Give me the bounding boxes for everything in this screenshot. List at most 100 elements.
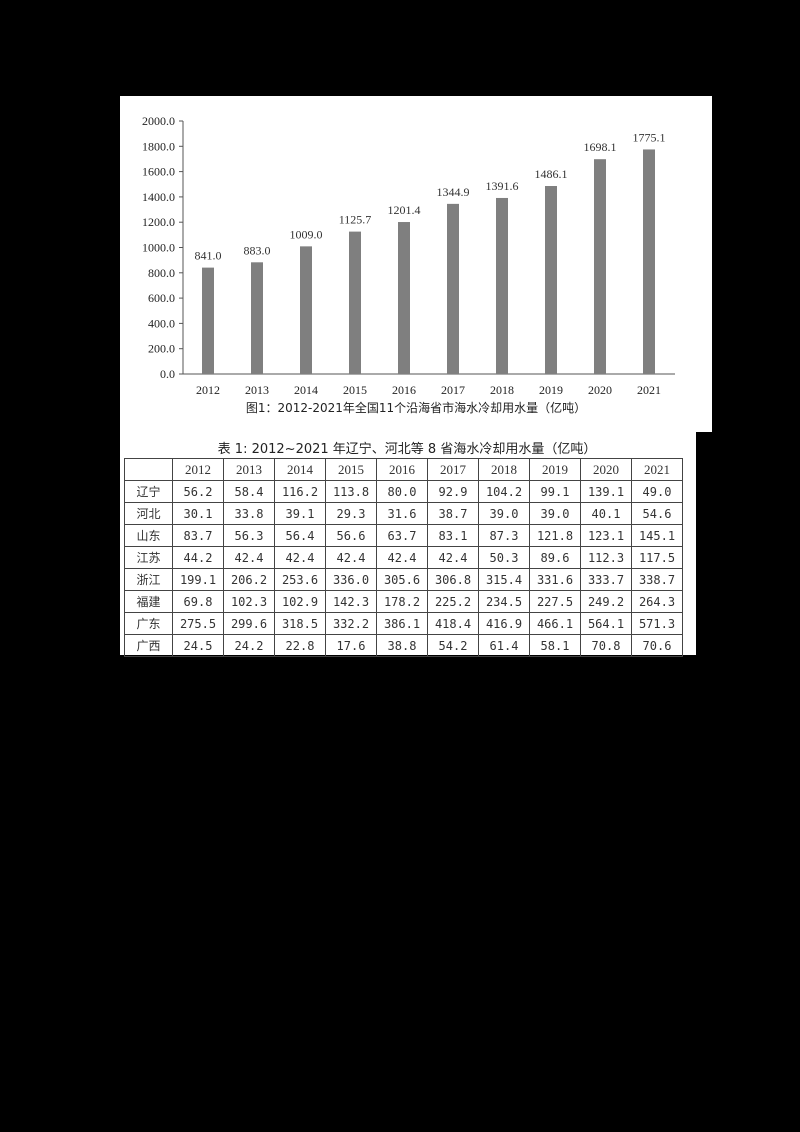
bar-2015 bbox=[349, 231, 361, 374]
bar-2018 bbox=[496, 197, 508, 374]
table-cell: 24.5 bbox=[172, 634, 224, 657]
table-row: 江苏 44.2 42.4 42.4 42.4 42.4 42.4 50.3 89.6 112.3 1… bbox=[124, 546, 683, 569]
table-cell: 70.6 bbox=[631, 634, 683, 657]
y-tick-label: 800.0 bbox=[148, 266, 175, 280]
x-tick-label: 2013 bbox=[245, 383, 269, 396]
table-panel: 表 1: 2012~2021 年辽宁、河北等 8 省海水冷却用水量（亿吨） 20… bbox=[120, 432, 696, 657]
table-row: 浙江 199.1 206.2 253.6 336.0 305.6 306.8 315.4 331… bbox=[124, 568, 683, 591]
table-cell: 39.0 bbox=[478, 502, 530, 525]
bar-2019 bbox=[545, 186, 557, 374]
table-cell: 80.0 bbox=[376, 480, 428, 503]
table-cell: 564.1 bbox=[580, 612, 632, 635]
table-cell: 123.1 bbox=[580, 524, 632, 547]
data-table: 2012 2013 2014 2015 2016 2017 2018 2019 2020 2021… bbox=[124, 458, 683, 657]
table-cell: 33.8 bbox=[223, 502, 275, 525]
row-label: 江苏 bbox=[124, 546, 173, 569]
table-row: 广西 24.5 24.2 22.8 17.6 38.8 54.2 61.4 58.1 70.8 70… bbox=[124, 634, 683, 657]
bar-value-label: 883.0 bbox=[244, 243, 271, 257]
table-cell: 29.3 bbox=[325, 502, 377, 525]
table-cell: 206.2 bbox=[223, 568, 275, 591]
table-cell: 315.4 bbox=[478, 568, 530, 591]
table-cell: 87.3 bbox=[478, 524, 530, 547]
column-header-2021: 2021 bbox=[631, 458, 683, 481]
bar-value-label: 841.0 bbox=[195, 249, 222, 263]
table-cell: 234.5 bbox=[478, 590, 530, 613]
column-header-2014: 2014 bbox=[274, 458, 326, 481]
table-cell: 338.7 bbox=[631, 568, 683, 591]
y-tick-label: 1600.0 bbox=[142, 165, 175, 179]
table-cell: 418.4 bbox=[427, 612, 479, 635]
table-cell: 249.2 bbox=[580, 590, 632, 613]
x-tick-label: 2018 bbox=[490, 383, 514, 396]
table-cell: 69.8 bbox=[172, 590, 224, 613]
row-label: 广东 bbox=[124, 612, 173, 635]
bar-chart: 0.0 200.0 400.0 600.0 800.0 1000.0 1200.0 1400.… bbox=[142, 114, 675, 396]
row-label: 广西 bbox=[124, 634, 173, 657]
table-cell: 49.0 bbox=[631, 480, 683, 503]
table-cell: 44.2 bbox=[172, 546, 224, 569]
table-cell: 112.3 bbox=[580, 546, 632, 569]
table-cell: 22.8 bbox=[274, 634, 326, 657]
table-cell: 113.8 bbox=[325, 480, 377, 503]
bar-2020 bbox=[594, 159, 606, 374]
table-corner-cell bbox=[124, 458, 173, 481]
table-cell: 31.6 bbox=[376, 502, 428, 525]
x-tick-label: 2020 bbox=[588, 383, 612, 396]
x-tick-label: 2012 bbox=[196, 383, 220, 396]
table-cell: 38.7 bbox=[427, 502, 479, 525]
bar-2016 bbox=[398, 222, 410, 374]
table-cell: 42.4 bbox=[274, 546, 326, 569]
table-cell: 54.2 bbox=[427, 634, 479, 657]
y-tick-label: 1000.0 bbox=[142, 241, 175, 255]
table-row: 河北 30.1 33.8 39.1 29.3 31.6 38.7 39.0 39.0 40.1 54… bbox=[124, 502, 683, 525]
table-cell: 70.8 bbox=[580, 634, 632, 657]
table-cell: 42.4 bbox=[325, 546, 377, 569]
y-tick-label: 1800.0 bbox=[142, 139, 175, 153]
row-label: 浙江 bbox=[124, 568, 173, 591]
bar-value-label: 1125.7 bbox=[339, 213, 372, 227]
table-cell: 466.1 bbox=[529, 612, 581, 635]
row-label: 福建 bbox=[124, 590, 173, 613]
table-row: 广东 275.5 299.6 318.5 332.2 386.1 418.4 416.9 466… bbox=[124, 612, 683, 635]
table-cell: 178.2 bbox=[376, 590, 428, 613]
table-cell: 89.6 bbox=[529, 546, 581, 569]
x-tick-label: 2019 bbox=[539, 383, 563, 396]
chart-caption: 图1：2012-2021年全国11个沿海省市海水冷却用水量（亿吨） bbox=[245, 401, 587, 415]
table-cell: 225.2 bbox=[427, 590, 479, 613]
table-cell: 102.3 bbox=[223, 590, 275, 613]
table-cell: 336.0 bbox=[325, 568, 377, 591]
table-cell: 264.3 bbox=[631, 590, 683, 613]
table-header-row: 2012 2013 2014 2015 2016 2017 2018 2019 2020 2021 bbox=[124, 458, 683, 481]
table-cell: 42.4 bbox=[427, 546, 479, 569]
bar-2021 bbox=[643, 149, 655, 374]
table-cell: 275.5 bbox=[172, 612, 224, 635]
bar-2012 bbox=[202, 267, 214, 374]
table-cell: 117.5 bbox=[631, 546, 683, 569]
table-title: 表 1: 2012~2021 年辽宁、河北等 8 省海水冷却用水量（亿吨） bbox=[217, 442, 597, 457]
column-header-2017: 2017 bbox=[427, 458, 479, 481]
x-tick-label: 2014 bbox=[294, 383, 318, 396]
bar-2017 bbox=[447, 203, 459, 374]
table-cell: 227.5 bbox=[529, 590, 581, 613]
bar-value-label: 1698.1 bbox=[584, 140, 617, 154]
column-header-2015: 2015 bbox=[325, 458, 377, 481]
bar-2014 bbox=[300, 246, 312, 374]
table-cell: 54.6 bbox=[631, 502, 683, 525]
row-label: 河北 bbox=[124, 502, 173, 525]
table-row: 山东 83.7 56.3 56.4 56.6 63.7 83.1 87.3 121.8 123.1… bbox=[124, 524, 683, 547]
table-cell: 333.7 bbox=[580, 568, 632, 591]
table-cell: 116.2 bbox=[274, 480, 326, 503]
table-cell: 83.1 bbox=[427, 524, 479, 547]
row-label: 辽宁 bbox=[124, 480, 173, 503]
table-cell: 331.6 bbox=[529, 568, 581, 591]
bar-value-label: 1201.4 bbox=[388, 203, 421, 217]
table-cell: 92.9 bbox=[427, 480, 479, 503]
bar-value-label: 1775.1 bbox=[633, 130, 666, 144]
column-header-2018: 2018 bbox=[478, 458, 530, 481]
table-cell: 56.3 bbox=[223, 524, 275, 547]
y-tick-label: 1400.0 bbox=[142, 190, 175, 204]
x-tick-label: 2015 bbox=[343, 383, 367, 396]
y-tick-label: 400.0 bbox=[148, 316, 175, 330]
table-cell: 99.1 bbox=[529, 480, 581, 503]
table-cell: 416.9 bbox=[478, 612, 530, 635]
